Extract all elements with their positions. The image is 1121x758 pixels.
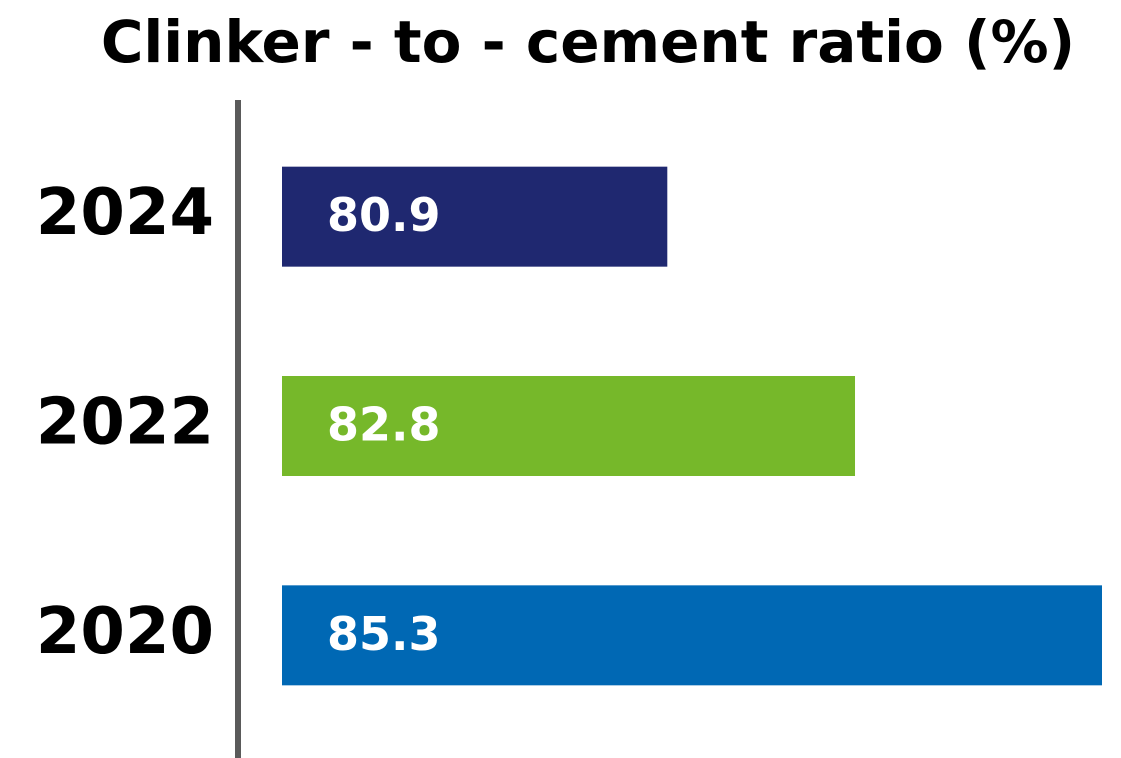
category-label: 2024 bbox=[36, 176, 214, 250]
value-label: 85.3 bbox=[327, 607, 441, 661]
value-label: 82.8 bbox=[327, 398, 441, 452]
bar bbox=[282, 585, 1102, 686]
category-label: 2020 bbox=[36, 595, 214, 669]
category-label: 2022 bbox=[36, 386, 214, 460]
bar bbox=[282, 376, 856, 476]
value-label: 80.9 bbox=[327, 188, 441, 242]
chart-title: Clinker - to - cement ratio (%) bbox=[101, 8, 1075, 76]
bar bbox=[282, 166, 668, 267]
